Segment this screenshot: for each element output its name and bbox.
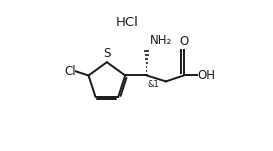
Text: S: S [103, 47, 111, 60]
Text: O: O [180, 35, 189, 48]
Text: Cl: Cl [64, 65, 76, 78]
Text: OH: OH [198, 69, 216, 82]
Text: NH₂: NH₂ [150, 34, 172, 47]
Text: &1: &1 [148, 80, 160, 89]
Text: HCl: HCl [116, 16, 139, 29]
